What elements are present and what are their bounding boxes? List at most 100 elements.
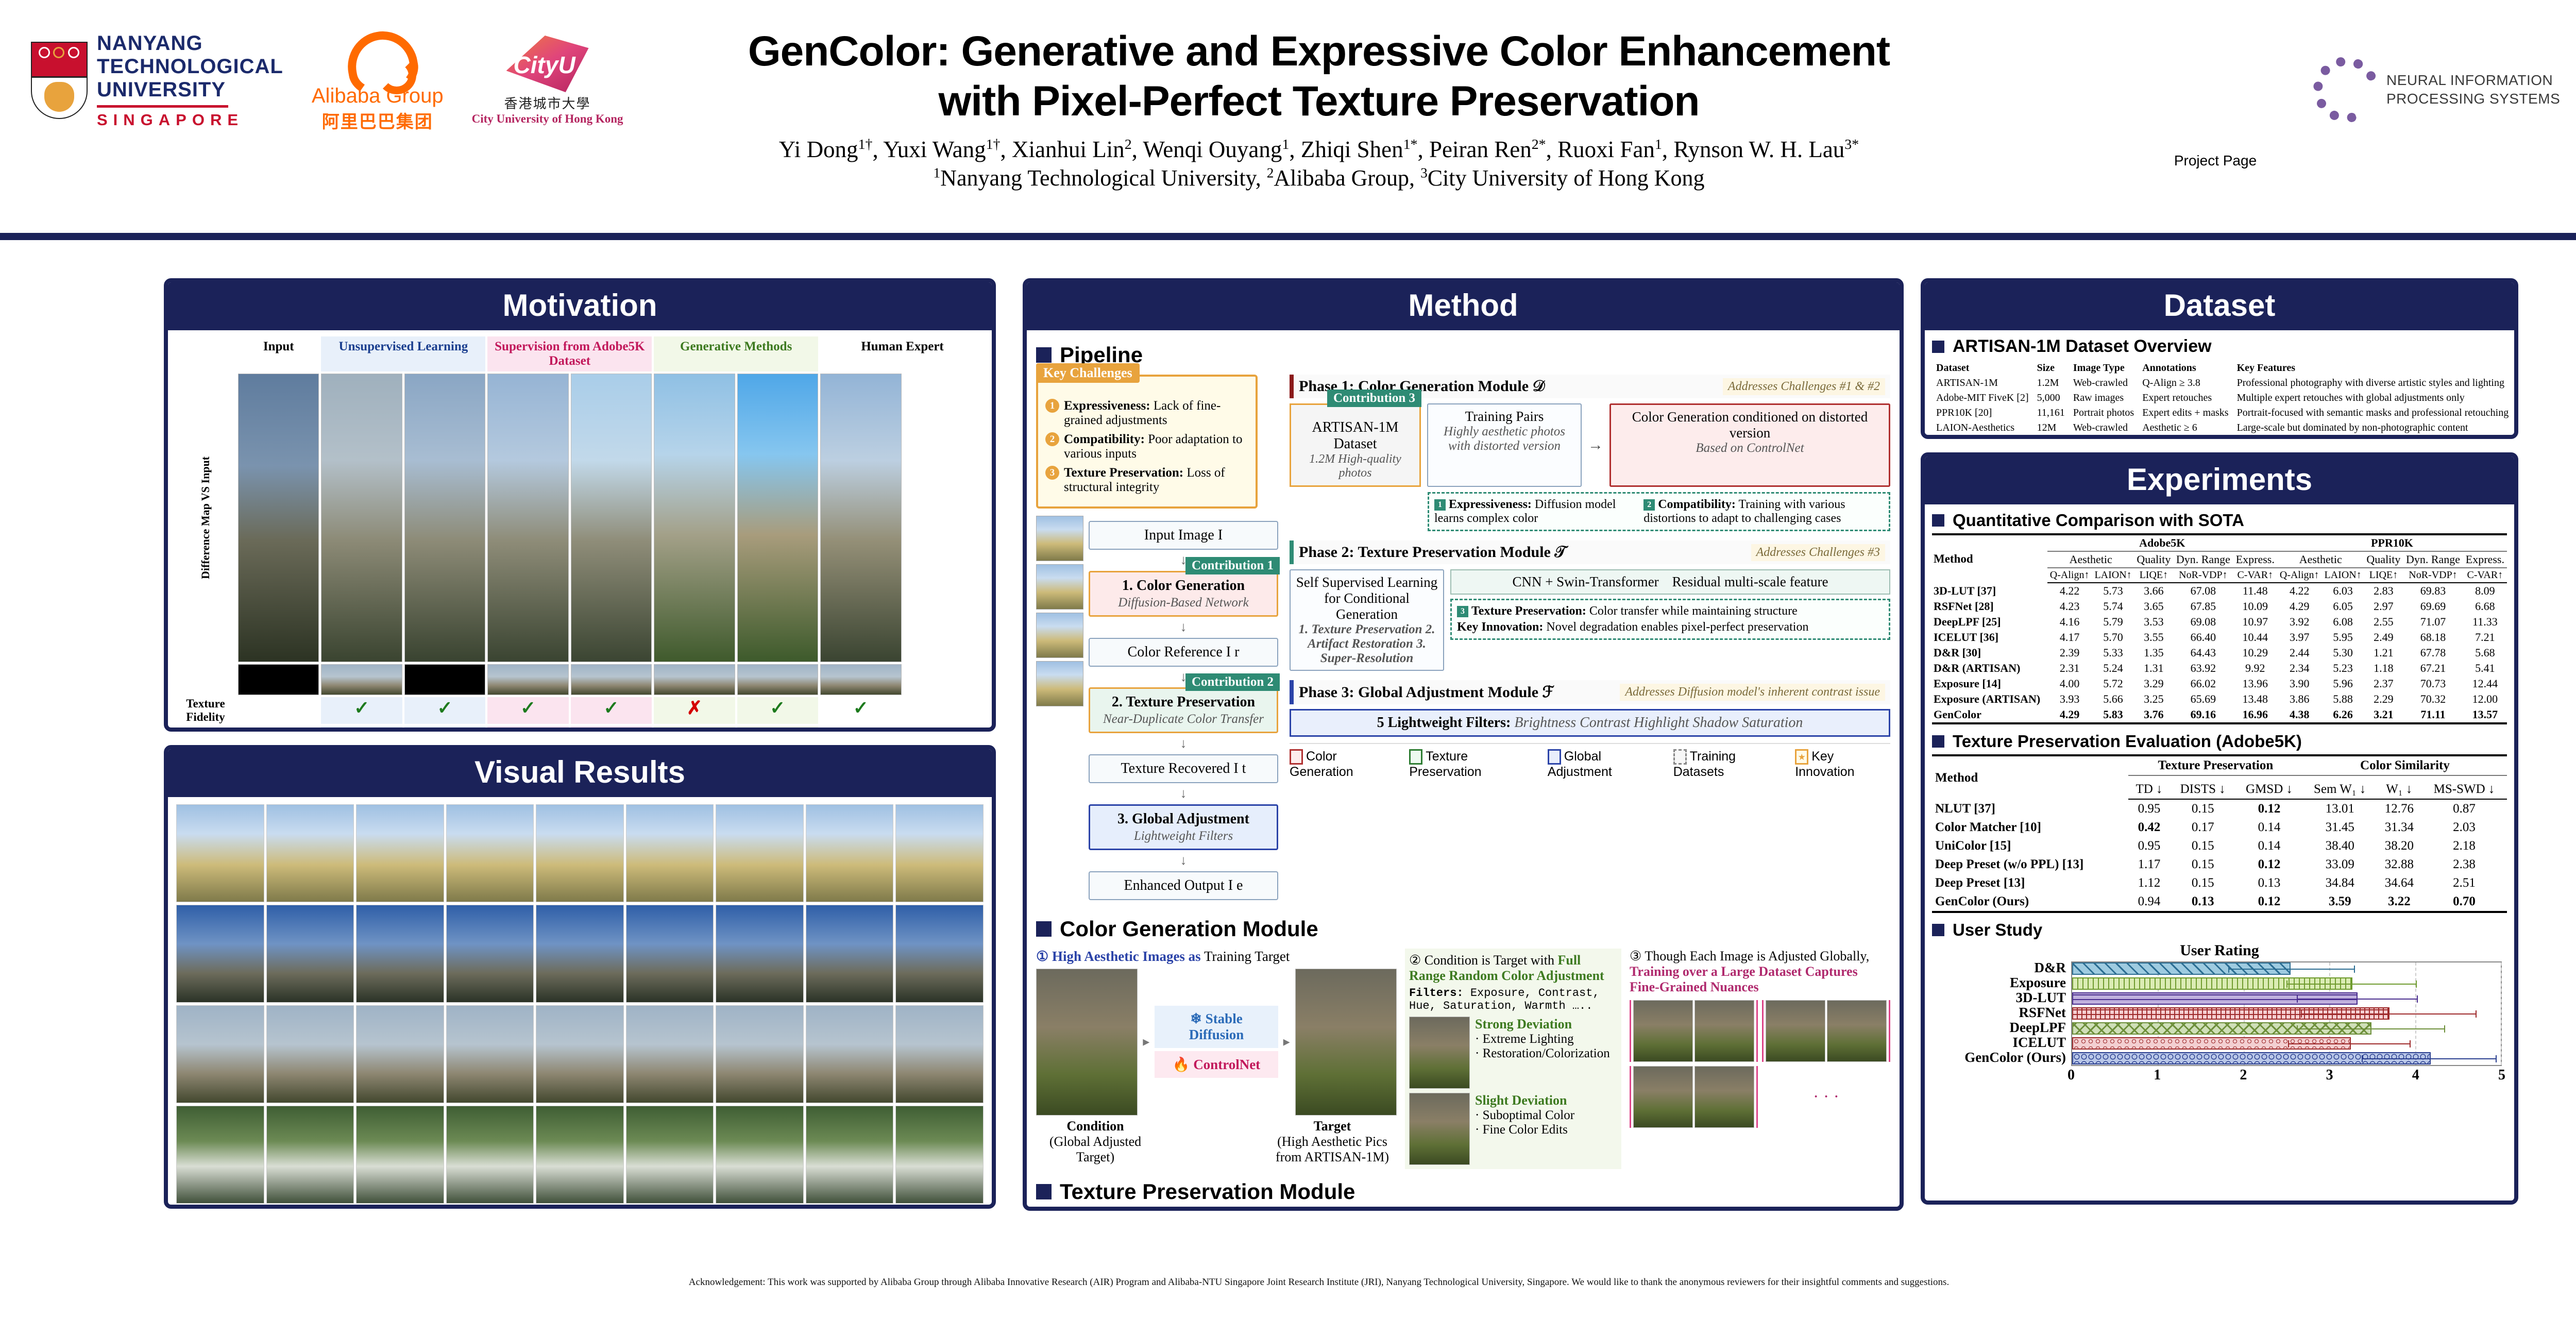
result-image	[356, 804, 444, 902]
result-image	[176, 905, 264, 1003]
method-cell: Exposure (ARTISAN)	[1934, 692, 2041, 705]
motivation-group-supervised: Supervision from Adobe5K Dataset	[487, 336, 652, 371]
table-row: D&R [30] 2.39 5.33 1.35 64.43 10.29 2.44 5.30 1.…	[1932, 645, 2507, 661]
texture-group-header: Texture Preservation	[2128, 754, 2303, 776]
value-cell: 5.41	[2475, 662, 2495, 674]
value-cell: 5.30	[2333, 646, 2353, 659]
value-cell: 3.66	[2144, 584, 2164, 597]
dataset-col-header: Key Features	[2236, 362, 2296, 374]
value-cell: 4.29	[2289, 600, 2310, 613]
value-cell: 3.76	[2134, 707, 2174, 724]
metric-header: DISTS ↓	[2170, 780, 2236, 800]
metric-header: TD ↓	[2128, 780, 2171, 800]
chart-bar-row	[2072, 977, 2501, 990]
quantitative-label: Quantitative Comparison with SOTA	[1953, 511, 2244, 530]
value-cell: 10.29	[2242, 646, 2268, 659]
method-cell: D&R (ARTISAN)	[1934, 662, 2021, 674]
result-image	[266, 1005, 354, 1103]
chart-category-label: Exposure	[2009, 974, 2066, 990]
metric-header: C-VAR↑	[2233, 568, 2277, 583]
cell: LAION-Aesthetics	[1932, 420, 2033, 435]
value-cell: 0.15	[2191, 876, 2214, 890]
stable-diffusion-label: Stable Diffusion	[1189, 1011, 1244, 1043]
metric-group-header: Dyn. Range	[2173, 551, 2233, 568]
neurips-logo: NEURAL INFORMATION PROCESSING SYSTEMS	[2302, 45, 2560, 134]
motivation-image	[404, 374, 486, 662]
cell: Portrait-focused with semantic masks and…	[2236, 407, 2509, 418]
legend-swatch-texture-preservation	[1409, 749, 1423, 765]
table-row: Exposure (ARTISAN) 3.93 5.66 3.25 65.69 13.48…	[1932, 691, 2507, 707]
result-image	[446, 804, 534, 902]
value-cell: 67.78	[2420, 646, 2446, 659]
affiliation-list: 1Nanyang Technological University, 2Alib…	[933, 164, 1705, 191]
value-cell: 2.34	[2289, 662, 2310, 674]
pipeline-step-1: Contribution 1 1. Color Generation Diffu…	[1089, 556, 1280, 617]
challenge-item: 2 Compatibility: Poor adaptation to vari…	[1045, 432, 1248, 461]
metric-header: GMSD ↓	[2235, 780, 2303, 800]
contribution-1-tag: Contribution 1	[1185, 556, 1280, 574]
section-bullet-icon	[1932, 514, 1944, 527]
value-cell: 12.44	[2472, 677, 2498, 690]
result-title: Color Generation conditioned on distorte…	[1632, 409, 1868, 441]
difference-strip	[321, 664, 402, 695]
value-cell: 9.92	[2245, 662, 2265, 674]
controlnet-box: 🔥 ControlNet	[1155, 1051, 1278, 1078]
dataset-group-header: Adobe5K	[2047, 533, 2277, 552]
legend-label: Texture Preservation	[1409, 749, 1482, 780]
table-row: Deep Preset [13] 1.12 0.15 0.13 34.84 34.64 2.…	[1932, 874, 2507, 892]
legend-item: Color Generation	[1290, 749, 1397, 780]
chart-title: User Rating	[2180, 942, 2259, 959]
target-sublabel-1: (High Aesthetic Pics	[1277, 1134, 1387, 1149]
method-cell: ICELUT [36]	[1934, 631, 1999, 644]
phase-3-header: Phase 3: Global Adjustment Module ℱ Addr…	[1290, 680, 1890, 704]
result-image	[625, 1106, 714, 1204]
chart-bar-row	[2072, 1037, 2501, 1050]
dataset-col-header: Dataset	[1936, 362, 1970, 374]
motivation-group-input: Input	[238, 336, 319, 371]
user-study-label: User Study	[1953, 920, 2043, 939]
value-cell: 2.03	[2453, 820, 2476, 834]
value-cell: 0.14	[2258, 839, 2281, 853]
metric-header: Q-Align↑	[2277, 568, 2322, 583]
condition-label: Condition	[1066, 1118, 1124, 1134]
right-arrow-icon: →	[1588, 436, 1603, 453]
user-study-chart: User Rating D&R Exposure 3D-LUT RSFNet DeepL…	[1937, 942, 2505, 1084]
result-image	[446, 1106, 534, 1204]
value-cell: 71.07	[2420, 615, 2446, 628]
training-pairs-title: Training Pairs	[1465, 409, 1544, 424]
pipeline-input-box: Input Image I	[1089, 521, 1278, 550]
cell: Q-Align ≥ 3.8	[2142, 377, 2200, 388]
project-page-qr[interactable]: Project Page	[2156, 52, 2275, 169]
color-generation-result-box: Color Generation conditioned on distorte…	[1609, 403, 1890, 487]
value-cell: 3.59	[2302, 892, 2377, 913]
result-image	[805, 804, 894, 902]
panel-motivation: Motivation Input Unsupervised Learning S…	[164, 278, 996, 732]
motivation-method-name: 3D-LUT [37]	[487, 726, 569, 728]
difference-strip	[404, 664, 486, 695]
metric-header: Q-Align↑	[2047, 568, 2092, 583]
result-image	[446, 905, 534, 1003]
value-cell: 0.94	[2128, 892, 2171, 913]
filters-label: 5 Lightweight Filters:	[1377, 715, 1511, 731]
header-divider	[0, 233, 2576, 240]
method-cell: DeepLPF [25]	[1934, 615, 2001, 628]
value-cell: 3.92	[2289, 615, 2310, 628]
visual-results-labels: Input D&R [30] Exposure [14] 3D-LUT [37]…	[176, 1207, 984, 1209]
cell: 1.2M	[2037, 377, 2059, 388]
method-cell: Deep Preset (w/o PPL) [13]	[1935, 857, 2084, 871]
result-image	[625, 905, 714, 1003]
value-cell: 1.31	[2144, 662, 2164, 674]
value-cell: 3.86	[2289, 692, 2310, 705]
cgm-head-1b: Training Target	[1200, 948, 1290, 964]
qr-code-icon[interactable]	[2166, 52, 2264, 149]
panel-method: Method Pipeline Key Challenges 1 Express…	[1023, 278, 1904, 1211]
result-image	[895, 804, 984, 902]
value-cell: 2.31	[2059, 662, 2080, 674]
pipeline-color-reference: Color Reference I r	[1089, 637, 1278, 667]
metric-header: C-VAR↑	[2463, 568, 2507, 583]
value-cell: 5.88	[2333, 692, 2353, 705]
chart-bar	[2072, 1022, 2371, 1035]
flow-arrow-icon: ↓	[1180, 852, 1187, 868]
nuance-pair	[1762, 1000, 1890, 1062]
pipeline-texture-recovered: Texture Recovered I t	[1089, 754, 1278, 784]
